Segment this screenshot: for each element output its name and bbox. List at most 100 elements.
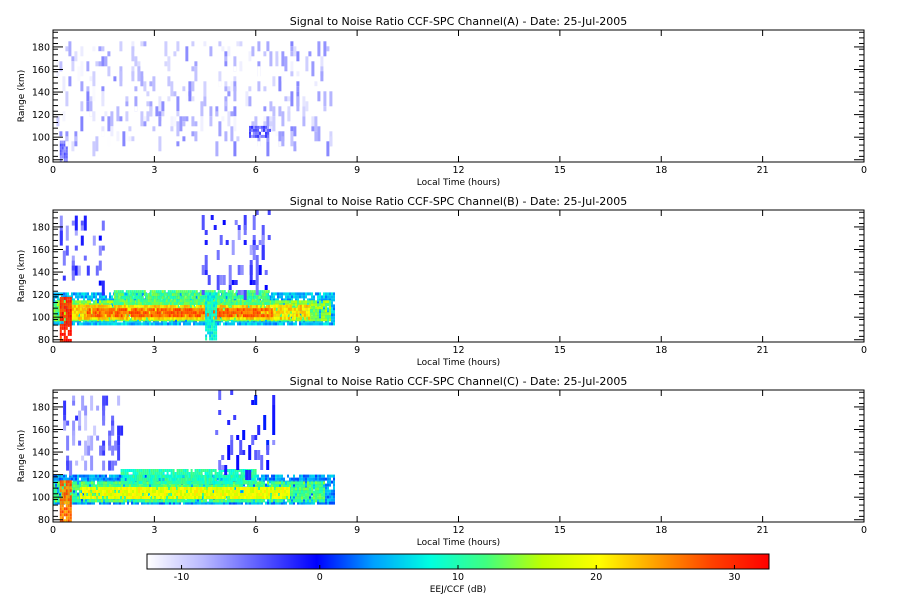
heatmap-cell xyxy=(281,300,283,304)
heatmap-cell xyxy=(146,111,150,122)
heatmap-cell xyxy=(185,304,188,308)
heatmap-cell xyxy=(233,298,235,302)
heatmap-cell xyxy=(235,304,238,308)
heatmap-cell xyxy=(327,295,329,299)
heatmap-cell xyxy=(215,295,218,299)
x-tick-label: 9 xyxy=(354,345,360,356)
heatmap-cell xyxy=(56,71,60,77)
heatmap-cell xyxy=(134,311,137,315)
heatmap-cell xyxy=(117,501,119,505)
heatmap-cell xyxy=(257,131,261,147)
heatmap-cell xyxy=(81,304,84,308)
heatmap-cell xyxy=(152,311,155,315)
heatmap-cell xyxy=(97,298,99,302)
heatmap-cell xyxy=(111,474,113,478)
heatmap-cell xyxy=(297,310,300,314)
heatmap-cell xyxy=(181,302,184,306)
heatmap-cell xyxy=(293,313,296,317)
heatmap-cell xyxy=(142,308,145,312)
heatmap-cell xyxy=(120,311,123,315)
y-axis-label-b: Range (km) xyxy=(17,250,27,302)
heatmap-cell xyxy=(220,311,223,315)
heatmap-cell xyxy=(246,311,249,315)
heatmap-cell xyxy=(57,322,59,326)
heatmap-cell xyxy=(175,302,178,306)
x-tick-label: 15 xyxy=(554,345,566,356)
heatmap-cell xyxy=(296,51,300,62)
heatmap-cell xyxy=(81,307,84,311)
heatmap-cell xyxy=(196,314,199,318)
heatmap-cell xyxy=(243,299,246,303)
heatmap-cell xyxy=(305,304,308,308)
heatmap-cell xyxy=(149,81,153,87)
heatmap-cell xyxy=(125,304,128,308)
heatmap-cell xyxy=(125,307,128,311)
heatmap-cell xyxy=(235,290,238,294)
heatmap-cell xyxy=(63,332,66,336)
heatmap-cell xyxy=(195,295,197,299)
heatmap-cell xyxy=(230,126,234,142)
heatmap-cell xyxy=(149,304,152,308)
heatmap-cell xyxy=(57,313,59,317)
heatmap-cell xyxy=(207,316,210,320)
heatmap-cell xyxy=(265,128,267,132)
heatmap-cell xyxy=(125,101,129,107)
heatmap-cell xyxy=(302,116,306,127)
heatmap-cell xyxy=(209,302,212,306)
heatmap-cell xyxy=(178,308,181,312)
heatmap-cell xyxy=(175,296,178,300)
heatmap-cell xyxy=(205,307,208,311)
heatmap-cell xyxy=(290,91,294,107)
heatmap-cell xyxy=(225,299,228,303)
heatmap-cell xyxy=(122,131,126,147)
heatmap-cell xyxy=(69,323,72,327)
heatmap-cell xyxy=(315,318,317,322)
heatmap-cell xyxy=(287,316,290,320)
heatmap-cell xyxy=(207,319,210,323)
heatmap-cell xyxy=(163,304,166,308)
heatmap-cell xyxy=(247,302,250,306)
heatmap-cell xyxy=(145,299,148,303)
heatmap-cell xyxy=(131,316,134,320)
heatmap-cell xyxy=(285,313,288,317)
heatmap-cell xyxy=(123,483,125,487)
heatmap-cell xyxy=(125,292,127,296)
heatmap-cell xyxy=(65,225,69,241)
y-tick-label: 160 xyxy=(32,245,50,256)
heatmap-cell xyxy=(249,296,252,300)
heatmap-cell xyxy=(219,296,222,300)
heatmap-cell xyxy=(85,498,87,502)
heatmap-cell xyxy=(265,299,268,303)
heatmap-cell xyxy=(177,293,180,297)
heatmap-cell xyxy=(259,296,262,300)
heatmap-cell xyxy=(109,295,111,299)
heatmap-cell xyxy=(278,51,282,57)
heatmap-cell xyxy=(137,304,140,308)
x-tick-label: 0 xyxy=(861,345,867,356)
heatmap-cell xyxy=(266,308,269,312)
heatmap-cell xyxy=(63,302,66,306)
heatmap-cell xyxy=(207,295,210,299)
heatmap-cell xyxy=(95,474,97,478)
heatmap-cell xyxy=(329,315,331,319)
heatmap-cell xyxy=(275,304,278,308)
heatmap-cell xyxy=(307,304,310,308)
heatmap-cell xyxy=(315,309,317,313)
heatmap-cell xyxy=(132,308,135,312)
heatmap-cell xyxy=(147,501,149,505)
heatmap-cell xyxy=(81,310,84,314)
heatmap-cell xyxy=(170,311,173,315)
heatmap-cell xyxy=(162,311,165,315)
y-tick-label: 120 xyxy=(32,110,50,121)
heatmap-cell xyxy=(137,322,139,326)
heatmap-cell xyxy=(150,311,153,315)
heatmap-cell xyxy=(219,299,222,303)
heatmap-cell xyxy=(174,314,177,318)
heatmap-cell xyxy=(59,314,62,318)
heatmap-cell xyxy=(153,290,156,294)
heatmap-cell xyxy=(321,322,323,326)
heatmap-cell xyxy=(247,316,250,320)
heatmap-cell xyxy=(71,220,75,226)
heatmap-cell xyxy=(166,308,169,312)
heatmap-cell xyxy=(173,302,176,306)
